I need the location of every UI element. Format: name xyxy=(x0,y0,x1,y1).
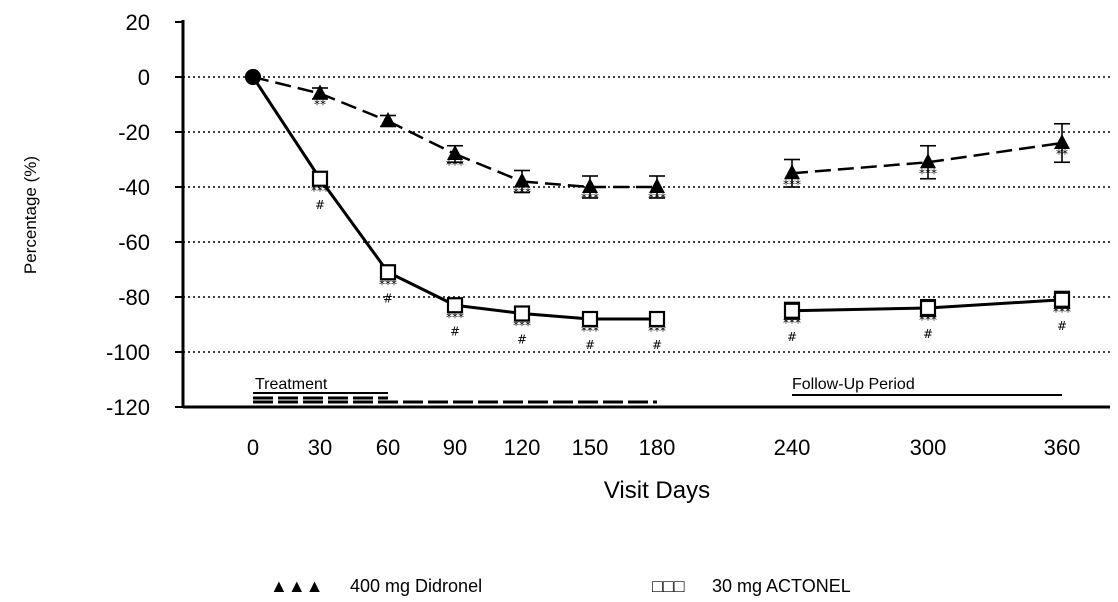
period-bars: Treatment Follow-Up Period xyxy=(253,376,1062,404)
x-tick-label: 300 xyxy=(910,435,947,460)
significance-label: *** xyxy=(446,158,464,172)
series-line-segment xyxy=(454,303,523,315)
series-layer: ******** *** **************#***#***# ***#**… xyxy=(245,69,1071,352)
series-line-segment xyxy=(319,92,389,123)
significance-label: *** xyxy=(783,177,801,191)
square-marker xyxy=(783,302,801,319)
significance-label: *** xyxy=(919,166,937,180)
series-line-segment xyxy=(318,177,390,274)
series-line-segment xyxy=(791,306,929,313)
square-marker xyxy=(919,299,937,317)
y-tick-label: -60 xyxy=(118,230,150,255)
hash-label: # xyxy=(517,333,527,347)
y-axis-title: Percentage (%) xyxy=(21,156,40,274)
gridlines xyxy=(183,76,1110,353)
series-line-segment xyxy=(521,180,591,189)
significance-label: ** xyxy=(314,98,326,112)
significance-label: *** xyxy=(379,277,397,291)
significance-label: ** xyxy=(1056,147,1068,161)
square-marker xyxy=(446,297,464,314)
x-tick-label: 90 xyxy=(443,435,467,460)
hash-label: # xyxy=(1057,319,1067,333)
legend-symbol-didronel: ▲▲▲ xyxy=(270,576,323,596)
significance-label: *** xyxy=(648,324,666,338)
origin-marker xyxy=(245,69,261,85)
square-marker xyxy=(379,264,397,281)
hash-label: # xyxy=(315,198,325,212)
significance-label: *** xyxy=(648,191,666,205)
series-line-segment xyxy=(791,161,929,175)
series-line-segment xyxy=(252,75,321,95)
y-tick-label: -100 xyxy=(106,340,150,365)
significance-label: *** xyxy=(513,319,531,333)
y-tick-label: -120 xyxy=(106,395,150,420)
square-marker xyxy=(311,170,329,187)
triangle-marker xyxy=(447,145,463,160)
hash-label: # xyxy=(787,330,797,344)
significance-label: *** xyxy=(446,310,464,324)
hash-label: # xyxy=(923,327,933,341)
hash-label: # xyxy=(585,338,595,352)
x-tick-label: 360 xyxy=(1044,435,1081,460)
series-line-segment xyxy=(387,119,456,156)
legend-label-didronel: 400 mg Didronel xyxy=(350,576,482,596)
x-tick-label: 240 xyxy=(774,435,811,460)
square-marker xyxy=(581,310,599,328)
triangle-marker xyxy=(920,153,936,169)
triangle-marker xyxy=(784,164,800,180)
hash-label: # xyxy=(450,324,460,338)
y-tick-label: -80 xyxy=(118,285,150,310)
followup-period-label: Follow-Up Period xyxy=(792,376,915,393)
x-tick-label: 0 xyxy=(247,435,259,460)
series-line-segment xyxy=(521,312,591,321)
significance-label: *** xyxy=(311,184,329,198)
treatment-period-label: Treatment xyxy=(255,376,328,393)
x-tick-label: 30 xyxy=(308,435,332,460)
x-tick-label: 180 xyxy=(639,435,676,460)
triangle-marker xyxy=(649,178,665,193)
x-ticks: 0 30 60 90 120 150 180 240 300 360 xyxy=(247,435,1080,460)
significance-label: *** xyxy=(783,316,801,330)
triangle-marker xyxy=(312,84,328,100)
x-tick-label: 120 xyxy=(504,435,541,460)
series-line-segment xyxy=(251,76,322,180)
hash-label: # xyxy=(383,291,393,305)
y-tick-label: 20 xyxy=(126,10,150,35)
series-line-segment xyxy=(387,270,456,307)
square-marker xyxy=(1053,291,1071,308)
significance-label: *** xyxy=(581,191,599,205)
x-tick-label: 60 xyxy=(376,435,400,460)
y-tick-label: 0 xyxy=(138,65,150,90)
legend: ▲▲▲ 400 mg Didronel □□□ 30 mg ACTONEL xyxy=(270,576,851,596)
y-tick-label: -20 xyxy=(118,120,150,145)
series-line-segment xyxy=(927,141,1063,164)
triangle-marker xyxy=(380,112,396,127)
significance-label: *** xyxy=(513,186,531,200)
axes xyxy=(181,20,1110,409)
significance-label: *** xyxy=(581,324,599,338)
hash-label: # xyxy=(652,338,662,352)
y-tick-label: -40 xyxy=(118,175,150,200)
triangle-marker xyxy=(1054,134,1070,149)
series-line-segment xyxy=(454,152,523,183)
legend-label-actonel: 30 mg ACTONEL xyxy=(712,576,851,596)
significance-label: *** xyxy=(919,313,937,327)
series-line-segment xyxy=(927,298,1063,310)
y-ticks: 20 0 -20 -40 -60 -80 -100 -120 xyxy=(106,10,183,420)
significance-label: *** xyxy=(1053,305,1071,319)
triangle-marker xyxy=(514,172,530,188)
triangle-marker xyxy=(582,178,598,193)
legend-symbol-actonel: □□□ xyxy=(652,576,685,596)
square-marker xyxy=(513,305,531,322)
square-marker xyxy=(648,310,666,328)
x-axis-title: Visit Days xyxy=(604,477,710,504)
x-tick-label: 150 xyxy=(572,435,609,460)
